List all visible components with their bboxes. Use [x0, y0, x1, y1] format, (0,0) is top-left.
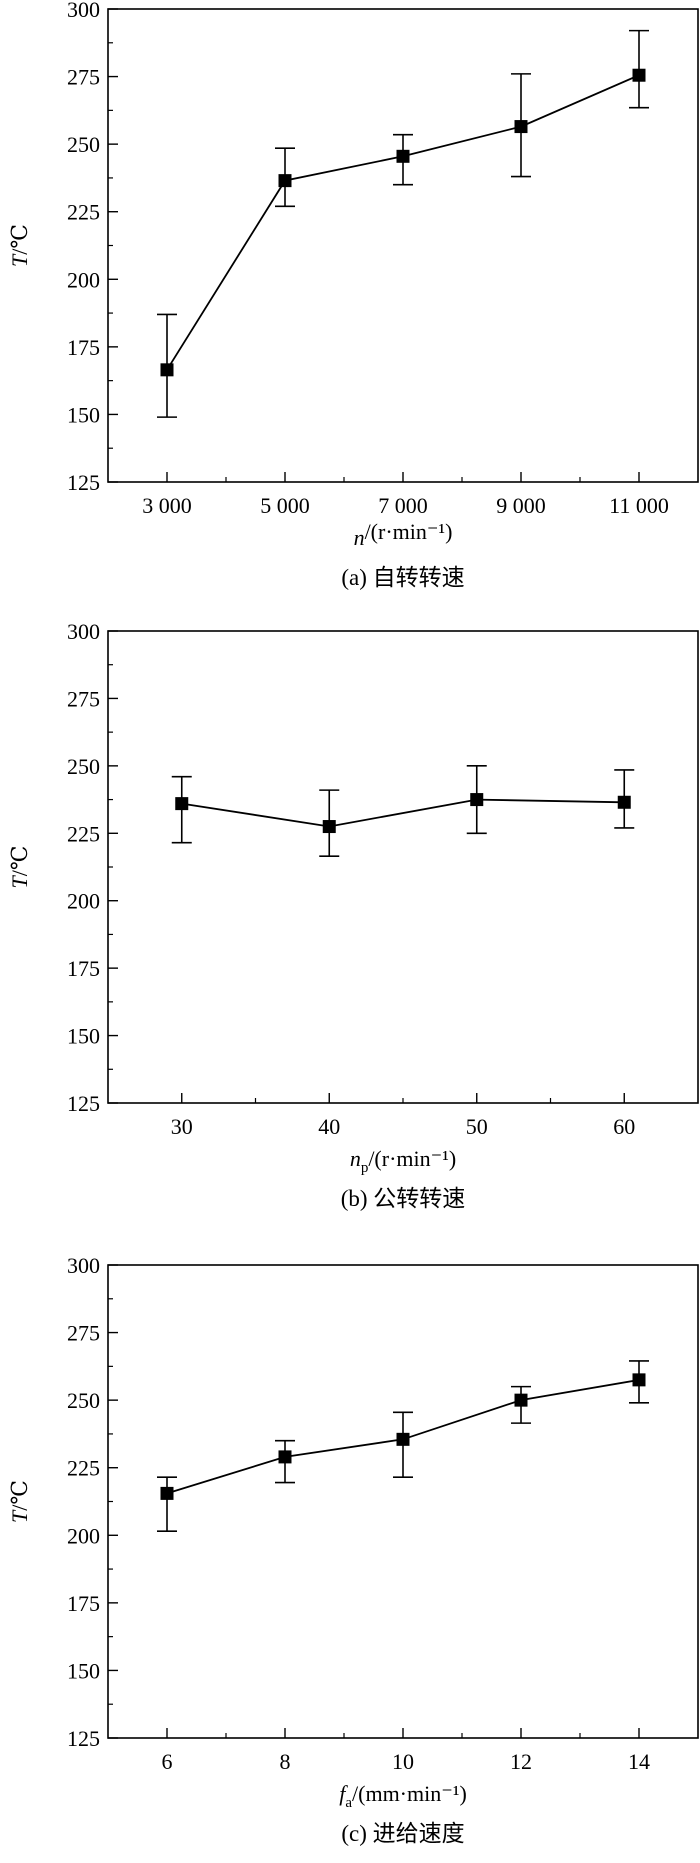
- panel-c-xtick-label: 14: [628, 1749, 650, 1774]
- panel-c-ytick-label: 250: [67, 1388, 100, 1413]
- panel-a-data-point: [396, 149, 410, 163]
- panel-a-frame: [107, 8, 699, 483]
- panel-a-data-point: [514, 120, 528, 134]
- panel-a-ytick-label: 125: [67, 470, 100, 495]
- panel-a-ytick-label: 300: [67, 0, 100, 22]
- panel-a-ytick-label: 175: [67, 335, 100, 360]
- panel-a-ytick-label: 150: [67, 402, 100, 427]
- panel-b-frame: [107, 630, 699, 1104]
- panel-b-ytick-label: 125: [67, 1091, 100, 1116]
- panel-a-caption: (a) 自转转速: [341, 565, 464, 590]
- panel-c-ytick-label: 300: [67, 1253, 100, 1278]
- panel-b-series-line: [181, 798, 625, 828]
- panel-b-ylabel-unit: /℃: [7, 846, 32, 877]
- panel-c-data-point: [160, 1486, 174, 1500]
- panel-c-xtick-label: 12: [510, 1749, 532, 1774]
- panel-c-xlabel-unit: /(mm·min⁻¹): [352, 1781, 467, 1806]
- panel-c-xlabel: fa/(mm·min⁻¹): [339, 1781, 467, 1811]
- panel-a-xtick-label: 7 000: [378, 493, 428, 518]
- panel-c-ytick-label: 175: [67, 1591, 100, 1616]
- panel-a-ylabel-unit: /℃: [7, 224, 32, 255]
- panel-a-ylabel: T/℃: [7, 224, 32, 267]
- panel-b-xlabel-unit: /(r·min⁻¹): [368, 1146, 456, 1171]
- panel-c-data-point: [632, 1373, 646, 1387]
- panel-b-ytick-label: 150: [67, 1024, 100, 1049]
- panel-c-xtick-label: 8: [280, 1749, 291, 1774]
- panel-b-data-point: [617, 795, 631, 809]
- panel-b-xtick-label: 30: [171, 1114, 193, 1139]
- panel-c-frame: [107, 1264, 699, 1739]
- panel-c-xlabel-sub: a: [345, 1795, 352, 1811]
- panel-a-ylabel-symbol: T: [7, 253, 32, 267]
- panel-c-marks: 125 150 175 200 225 250 275 300 6 8 10 12 14: [67, 1253, 699, 1774]
- panel-b-data-point: [175, 797, 189, 811]
- panel-c-error-bar: [157, 1476, 177, 1533]
- panel-b-xtick-label: 60: [613, 1114, 635, 1139]
- panel-a-series-line: [166, 74, 640, 371]
- panel-c-xtick-label: 10: [392, 1749, 414, 1774]
- panel-a-ytick-label: 200: [67, 267, 100, 292]
- panel-b-xtick-label: 40: [318, 1114, 340, 1139]
- panel-b-ytick-label: 200: [67, 889, 100, 914]
- panel-b-ytick-label: 225: [67, 821, 100, 846]
- panel-a-ytick-label: 275: [67, 65, 100, 90]
- panel-b-caption: (b) 公转转速: [341, 1186, 466, 1211]
- panel-c-ylabel-symbol: T: [7, 1509, 32, 1523]
- panel-c-xlabel-symbol: f: [339, 1781, 348, 1806]
- panel-b-data-point: [322, 820, 336, 834]
- panel-b-ytick-label: 175: [67, 956, 100, 981]
- panel-a-data-point: [632, 68, 646, 82]
- panel-a: 125 150 175 200 225 250 275 300 3 000 5 000 7 000 9…: [7, 0, 699, 590]
- panel-b-marks: 125 150 175 200 225 250 275 300 30 40 50 60: [67, 619, 699, 1139]
- panel-a-xlabel-unit: /(r·min⁻¹): [365, 519, 453, 544]
- panel-c-caption: (c) 进给速度: [341, 1821, 464, 1846]
- panel-b-xtick-label: 50: [466, 1114, 488, 1139]
- panel-b-ylabel: T/℃: [7, 846, 32, 889]
- panel-b-xlabel-sub: p: [361, 1160, 369, 1176]
- panel-a-xlabel: n/(r·min⁻¹): [354, 519, 453, 550]
- panel-b-ylabel-symbol: T: [7, 874, 32, 888]
- panel-a-xtick-label: 3 000: [142, 493, 192, 518]
- panel-a-data-point: [160, 363, 174, 377]
- panel-c-ylabel: T/℃: [7, 1480, 32, 1523]
- panel-b-ytick-label: 250: [67, 754, 100, 779]
- panel-a-marks: 125 150 175 200 225 250 275 300 3 000 5 000 7 000 9…: [67, 0, 699, 518]
- panel-c-ylabel-unit: /℃: [7, 1480, 32, 1511]
- panel-b-data-point: [470, 793, 484, 807]
- panel-a-ytick-label: 225: [67, 200, 100, 225]
- panel-b-ytick-label: 300: [67, 619, 100, 644]
- panel-a-xlabel-symbol: n: [354, 525, 365, 550]
- panel-c-ytick-label: 275: [67, 1321, 100, 1346]
- panel-b-ytick-label: 275: [67, 686, 100, 711]
- panel-b-xlabel: np/(r·min⁻¹): [350, 1146, 456, 1176]
- panel-c-ytick-label: 200: [67, 1523, 100, 1548]
- panel-c-data-point: [396, 1432, 410, 1446]
- panel-c-data-point: [278, 1450, 292, 1464]
- panel-c-ytick-label: 225: [67, 1456, 100, 1481]
- panel-c-data-point: [514, 1393, 528, 1407]
- panel-a-xtick-label: 11 000: [609, 493, 669, 518]
- panel-c-ytick-label: 125: [67, 1726, 100, 1751]
- panel-a-xtick-label: 5 000: [260, 493, 310, 518]
- panel-a-ytick-label: 250: [67, 132, 100, 157]
- panel-c-ytick-label: 150: [67, 1658, 100, 1683]
- panel-b-xlabel-symbol: n: [350, 1146, 361, 1171]
- panel-a-xtick-label: 9 000: [496, 493, 546, 518]
- panel-a-data-point: [278, 174, 292, 188]
- panel-c-xtick-label: 6: [162, 1749, 173, 1774]
